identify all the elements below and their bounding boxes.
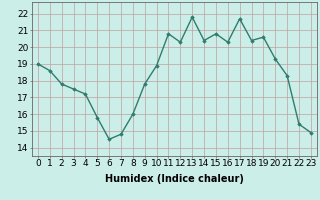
X-axis label: Humidex (Indice chaleur): Humidex (Indice chaleur) [105, 174, 244, 184]
